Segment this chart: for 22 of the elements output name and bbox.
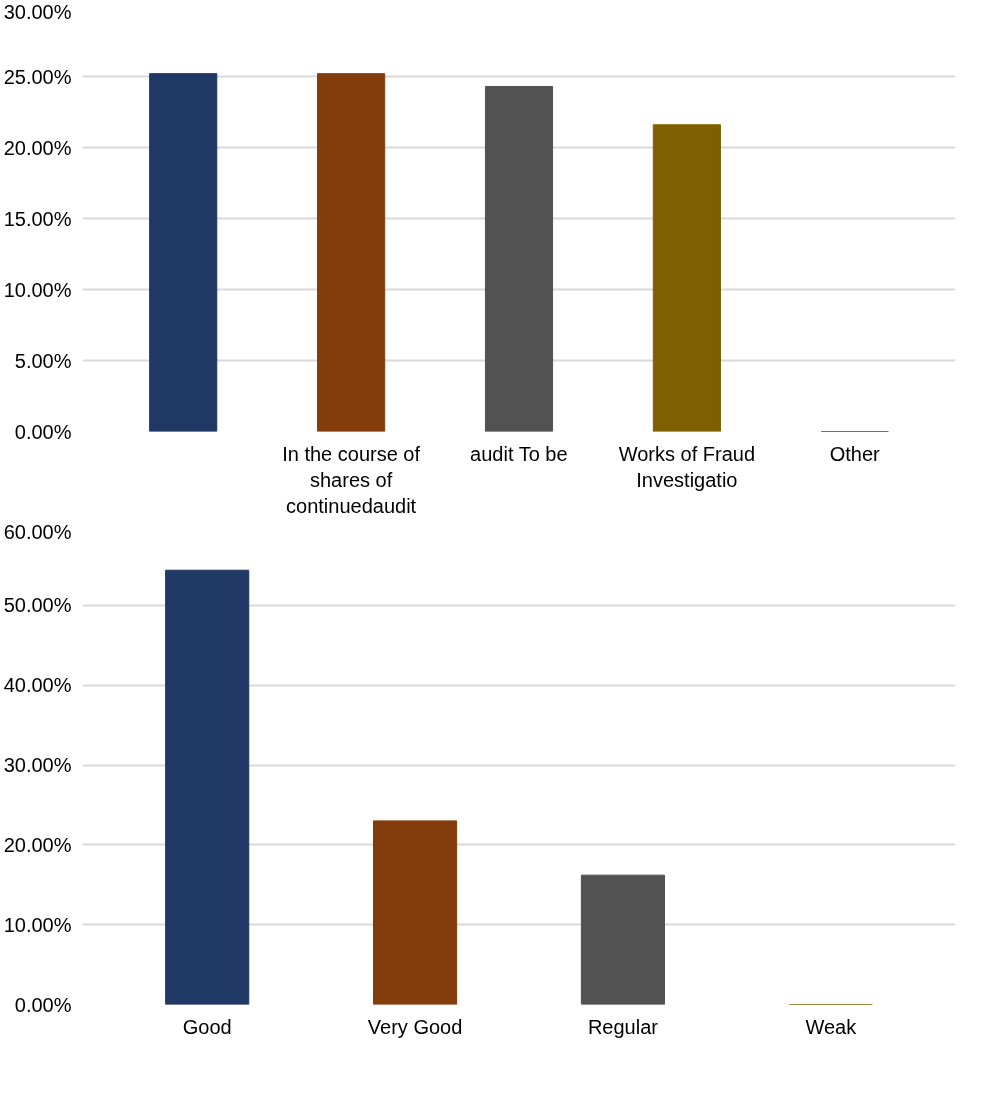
y-tick-label: 5.00%	[14, 349, 72, 372]
y-tick-label: 20.00%	[3, 136, 72, 159]
x-tick-label: Other	[829, 442, 881, 465]
x-tick-label: In the course of shares of continuedaudit	[282, 442, 421, 518]
y-tick-label: 30.00%	[3, 754, 72, 776]
y-tick-label: 10.00%	[3, 913, 72, 936]
x-tick-label: audit To be	[470, 442, 568, 465]
x-tick-label: Regular	[587, 1015, 659, 1038]
y-tick-label: 40.00%	[3, 674, 72, 697]
y-tick-label: 50.00%	[3, 594, 72, 617]
x-tick-label: Good	[182, 1015, 232, 1038]
y-tick-label: 30.00%	[3, 0, 72, 23]
y-tick-label: 25.00%	[3, 65, 72, 88]
y-tick-label: 60.00%	[3, 520, 72, 543]
y-tick-label: 0.00%	[14, 993, 72, 1016]
y-tick-label: 15.00%	[3, 207, 72, 230]
y-tick-label: 20.00%	[3, 833, 72, 856]
x-tick-label: Works of Fraud Investigatio	[618, 442, 756, 491]
x-tick-label: Very Good	[367, 1015, 463, 1038]
x-tick-label: Weak	[805, 1015, 858, 1038]
y-tick-label: 10.00%	[3, 278, 72, 301]
y-tick-label: 0.00%	[14, 420, 72, 443]
